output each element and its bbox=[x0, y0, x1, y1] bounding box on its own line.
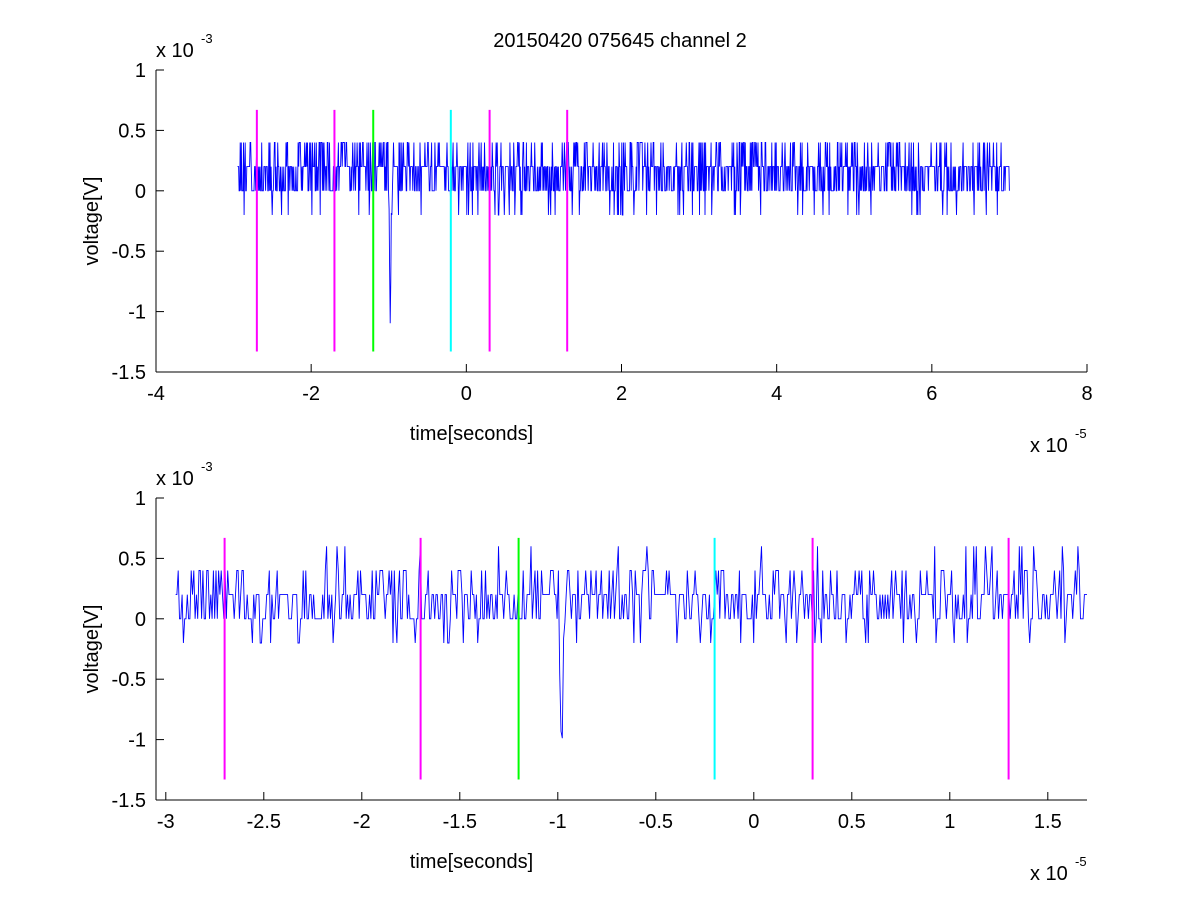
x-tick-label: 4 bbox=[771, 383, 782, 405]
x-tick-label: -1 bbox=[549, 811, 567, 833]
y-tick-label: -1 bbox=[128, 730, 146, 752]
x-axis-label: time[seconds] bbox=[410, 423, 533, 445]
signal-trace bbox=[237, 142, 1010, 324]
x-tick-label: -2.5 bbox=[247, 811, 281, 833]
x-tick-label: -2 bbox=[302, 383, 320, 405]
y-tick-label: 1 bbox=[135, 60, 146, 82]
y-tick-label: -0.5 bbox=[112, 241, 146, 263]
y-exponent: -3 bbox=[201, 459, 213, 474]
y-tick-label: 0 bbox=[135, 181, 146, 203]
x-exponent: -5 bbox=[1075, 854, 1087, 869]
axes-bottom: -3 -2.5 -2 -1.5 -1 -0.5 0 0.5 1 1.5 -1.5 -1 -0.5 0 0.5… bbox=[81, 459, 1087, 885]
y-tick-label: -0.5 bbox=[112, 669, 146, 691]
x-tick-label: 1 bbox=[944, 811, 955, 833]
y-tick-label: 0.5 bbox=[118, 120, 146, 142]
x-tick-label: 8 bbox=[1081, 383, 1092, 405]
y-exponent: -3 bbox=[201, 31, 213, 46]
x-tick-label: 0 bbox=[748, 811, 759, 833]
x-exponent-label: x 10 bbox=[1030, 863, 1068, 885]
x-axis-label: time[seconds] bbox=[410, 851, 533, 873]
x-tick-label: -2 bbox=[353, 811, 371, 833]
y-tick-label: 0 bbox=[135, 609, 146, 631]
x-exponent-label: x 10 bbox=[1030, 435, 1068, 457]
axes-top: -4 -2 0 2 4 6 8 -1.5 -1 -0.5 0 0.5 1 time[seconds] vol… bbox=[81, 31, 1093, 457]
x-exponent: -5 bbox=[1075, 426, 1087, 441]
y-axis-label: voltage[V] bbox=[81, 177, 103, 266]
x-tick-label: -3 bbox=[157, 811, 175, 833]
y-tick-label: -1 bbox=[128, 302, 146, 324]
plot-area bbox=[156, 70, 1087, 372]
y-exponent-label: x 10 bbox=[156, 40, 194, 62]
x-tick-label: -4 bbox=[147, 383, 165, 405]
x-tick-label: -1.5 bbox=[443, 811, 477, 833]
y-axis-label: voltage[V] bbox=[81, 605, 103, 694]
signal-trace bbox=[175, 546, 1087, 739]
plot-area bbox=[156, 498, 1087, 800]
y-exponent-label: x 10 bbox=[156, 468, 194, 490]
y-tick-label: 1 bbox=[135, 488, 146, 510]
x-tick-label: 6 bbox=[926, 383, 937, 405]
x-tick-label: 1.5 bbox=[1034, 811, 1062, 833]
y-tick-label: 0.5 bbox=[118, 548, 146, 570]
x-tick-label: 2 bbox=[616, 383, 627, 405]
figure-title: 20150420 075645 channel 2 bbox=[493, 30, 747, 52]
x-tick-label: 0.5 bbox=[838, 811, 866, 833]
x-tick-label: -0.5 bbox=[639, 811, 673, 833]
x-tick-label: 0 bbox=[461, 383, 472, 405]
y-tick-label: -1.5 bbox=[112, 790, 146, 812]
y-tick-label: -1.5 bbox=[112, 362, 146, 384]
